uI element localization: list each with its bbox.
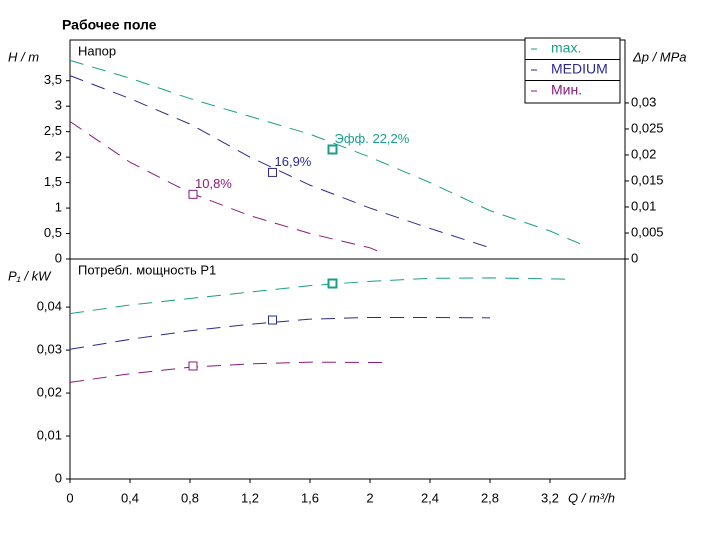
x-tick-label: 0,4 (121, 490, 139, 505)
series-line (69, 59, 581, 245)
panel-title: Напор (78, 43, 116, 58)
efficiency-marker (188, 189, 198, 199)
efficiency-marker (188, 361, 198, 371)
y-axis-label: P₁ / kW (8, 268, 52, 283)
x-tick-label: 2,4 (421, 490, 439, 505)
legend-label: Мин. (551, 82, 582, 98)
y-tick-label: 0,5 (44, 225, 62, 240)
x-tick-label: 2,8 (481, 490, 499, 505)
y2-tick-label: 0,015 (631, 172, 664, 187)
y-tick-label: 3 (55, 98, 62, 113)
x-tick-label: 0,8 (181, 490, 199, 505)
y-tick-label: 2 (55, 149, 62, 164)
y-tick-label: 1,5 (44, 174, 62, 189)
y2-axis-label: Δp / MPa (632, 49, 687, 64)
y-tick-label: 0,02 (37, 385, 62, 400)
x-tick-label: 0 (66, 490, 73, 505)
y-tick-label: 0 (55, 470, 62, 485)
y-tick-label: 0,04 (37, 299, 62, 314)
y2-tick-label: 0,02 (631, 146, 656, 161)
legend-box (524, 37, 621, 104)
marker-label: Эфф. 22,2% (335, 131, 410, 146)
y-tick-label: 0 (55, 250, 62, 265)
y-tick-label: 0,03 (37, 342, 62, 357)
y-axis-label: H / m (8, 49, 39, 64)
y-tick-label: 1 (55, 200, 62, 215)
panel-title: Потребл. мощность P1 (78, 262, 216, 277)
efficiency-marker (268, 167, 277, 177)
y2-tick-label: 0 (631, 250, 638, 265)
y-tick-label: 2,5 (44, 123, 62, 138)
x-tick-label: 3,2 (541, 490, 559, 505)
x-axis-label: Q / m³/h (568, 490, 615, 505)
series-line (69, 316, 491, 350)
x-tick-label: 1,6 (301, 490, 319, 505)
legend-label: max. (551, 40, 581, 56)
legend-label: MEDIUM (551, 61, 608, 77)
series-line (69, 75, 491, 249)
efficiency-marker (327, 144, 338, 155)
y2-tick-label: 0,005 (631, 224, 664, 239)
efficiency-marker (327, 278, 338, 289)
efficiency-marker (268, 315, 277, 325)
x-tick-label: 1,2 (241, 490, 259, 505)
y2-tick-label: 0,01 (631, 198, 656, 213)
y-tick-label: 0,01 (37, 427, 62, 442)
y2-tick-label: 0,025 (631, 120, 664, 135)
marker-label: 16,9% (275, 154, 312, 169)
series-line (69, 121, 383, 254)
y2-tick-label: 0,03 (631, 94, 656, 109)
series-line (69, 277, 573, 315)
y-tick-label: 3,5 (44, 72, 62, 87)
x-tick-label: 2 (366, 490, 373, 505)
marker-label: 10,8% (195, 176, 232, 191)
chart-title: Рабочее поле (62, 17, 157, 33)
series-line (69, 361, 383, 383)
